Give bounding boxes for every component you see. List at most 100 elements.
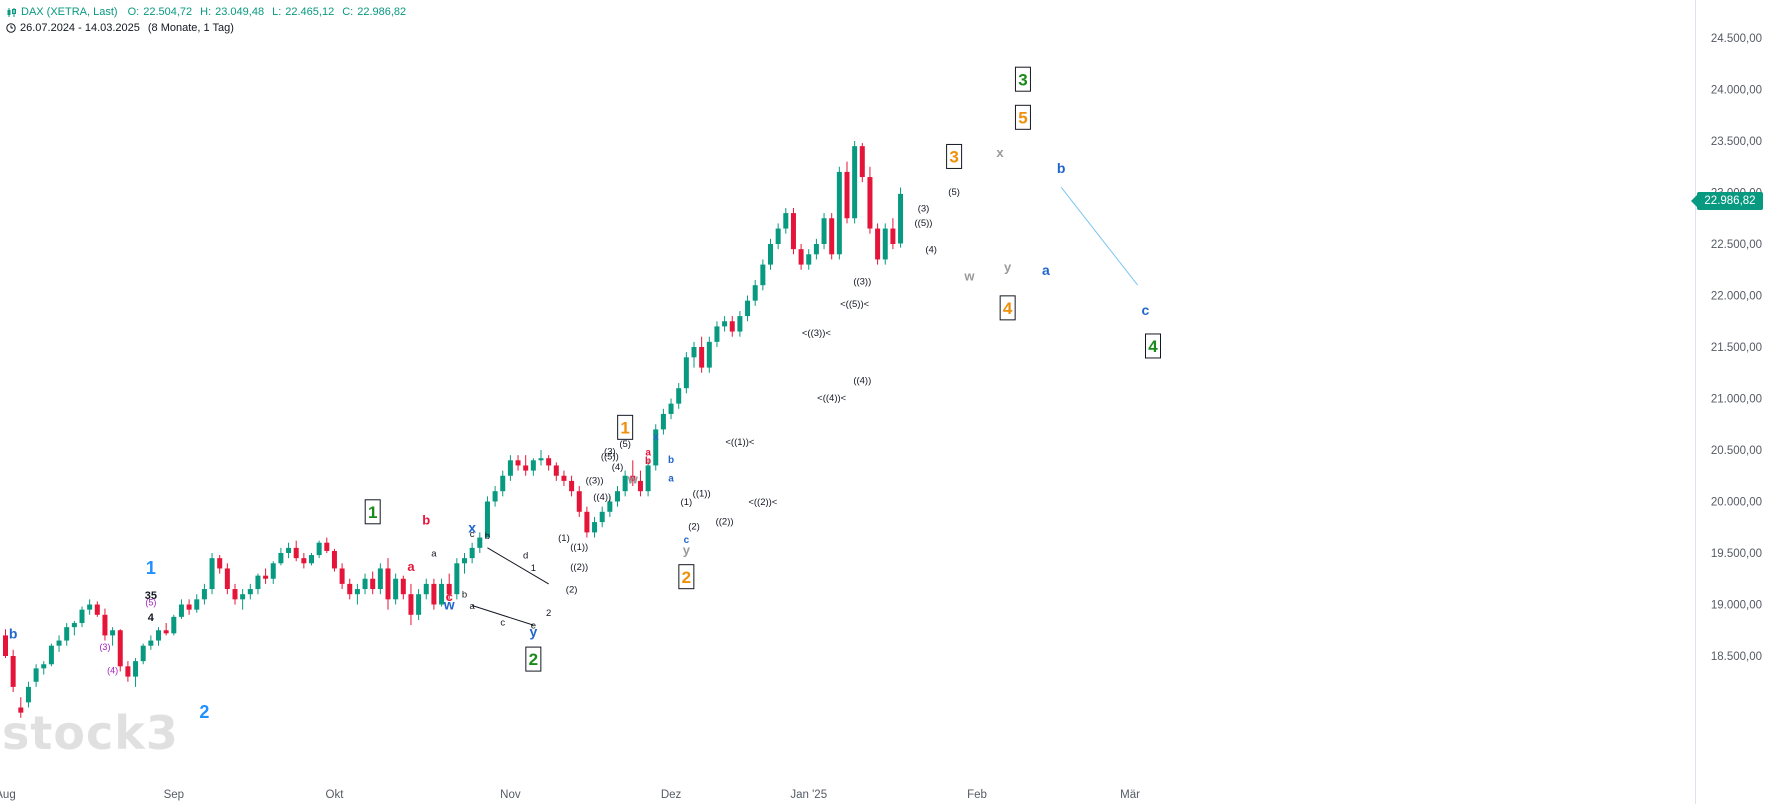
wave-label-box bbox=[1145, 333, 1161, 359]
candle-body bbox=[768, 244, 773, 265]
wave-label: b bbox=[668, 455, 674, 466]
wave-label: (2) bbox=[566, 584, 578, 595]
candle-body bbox=[630, 475, 636, 481]
wave-label-box bbox=[1014, 66, 1031, 92]
wave-label: (5) bbox=[619, 439, 631, 450]
candle-body bbox=[439, 583, 445, 605]
date-range: 26.07.2024 - 14.03.2025 bbox=[20, 22, 140, 34]
wave-label: ((2)) bbox=[570, 562, 588, 573]
wave-label: (2) bbox=[688, 522, 700, 533]
wave-label: ((4)) bbox=[853, 375, 871, 386]
candle-body bbox=[653, 429, 659, 466]
x-tick-label: Dez bbox=[661, 789, 682, 801]
candle-body bbox=[890, 228, 896, 244]
candle-body bbox=[683, 357, 689, 389]
wave-label: b bbox=[462, 590, 467, 601]
wave-label-box bbox=[1014, 104, 1031, 130]
candle-body bbox=[637, 480, 643, 492]
close-value: 22.986,82 bbox=[357, 6, 407, 18]
candle-body bbox=[454, 563, 460, 595]
wave-label-box bbox=[525, 646, 542, 672]
wave-label: y bbox=[683, 543, 691, 558]
high-value: 23.049,48 bbox=[215, 6, 265, 18]
candle-body bbox=[3, 635, 8, 656]
price-axis-border bbox=[1695, 0, 1696, 804]
wave-label: c bbox=[470, 529, 475, 540]
candle-body bbox=[592, 522, 598, 533]
wave-label-box bbox=[617, 414, 634, 440]
candle-body bbox=[125, 666, 131, 677]
wave-label: a bbox=[407, 559, 415, 574]
wave-label: 3 bbox=[949, 148, 958, 167]
candle-body bbox=[278, 553, 284, 564]
current-price-tag: 22.986,82 bbox=[1691, 192, 1763, 210]
low-label: L: bbox=[272, 6, 282, 18]
wave-label: c bbox=[684, 535, 690, 546]
candle-body bbox=[867, 177, 873, 229]
wave-label: 4 bbox=[1003, 299, 1013, 318]
x-tick-label: Aug bbox=[0, 789, 16, 801]
candle-body bbox=[729, 321, 735, 332]
candle-body bbox=[247, 589, 253, 595]
candle-body bbox=[469, 547, 475, 559]
candle-body bbox=[331, 550, 337, 569]
candle-body bbox=[477, 537, 483, 548]
wave-label: 4 bbox=[1148, 337, 1158, 356]
wave-label: c bbox=[500, 617, 505, 628]
candle-body bbox=[852, 146, 858, 219]
wave-label: a bbox=[431, 548, 437, 559]
wave-label: e bbox=[531, 621, 536, 632]
wave-label: 3 bbox=[1018, 70, 1027, 89]
candle-body bbox=[500, 475, 506, 492]
candle-body bbox=[232, 589, 238, 600]
candle-body bbox=[492, 491, 498, 502]
wave-label: 1 bbox=[368, 503, 377, 522]
candle-body bbox=[201, 589, 207, 600]
wave-label: (3) bbox=[99, 642, 110, 652]
candle-body bbox=[569, 480, 575, 492]
candle-body bbox=[859, 146, 865, 178]
candle-body bbox=[668, 403, 674, 414]
wave-label: y bbox=[1004, 259, 1012, 274]
candle-body bbox=[255, 575, 261, 590]
y-tick-label: 24.000,00 bbox=[1711, 85, 1762, 97]
wave-label: (5) bbox=[948, 187, 960, 198]
wave-label: ((3)) bbox=[586, 475, 604, 486]
wave-label: ((3)) bbox=[853, 277, 871, 288]
candle-body bbox=[270, 563, 276, 579]
candle-body bbox=[699, 347, 705, 368]
triangle-line bbox=[487, 547, 549, 585]
candle-body bbox=[706, 341, 712, 368]
wave-label: b bbox=[1057, 160, 1066, 176]
candle-body bbox=[178, 604, 184, 617]
wave-label: 1 bbox=[146, 558, 156, 578]
wave-label: b bbox=[9, 625, 18, 641]
candle-body bbox=[71, 623, 77, 628]
wave-label: a bbox=[1042, 262, 1050, 278]
candle-body bbox=[263, 575, 269, 579]
wave-label: c bbox=[446, 589, 453, 604]
y-tick-label: 24.500,00 bbox=[1711, 33, 1762, 45]
high-label: H: bbox=[200, 6, 212, 18]
candle-body bbox=[408, 594, 414, 615]
candle-body bbox=[615, 491, 620, 502]
candle-body bbox=[140, 645, 146, 662]
candle-body bbox=[171, 616, 177, 634]
symbol-name[interactable]: DAX (XETRA, Last) bbox=[21, 6, 118, 18]
wave-label: (4) bbox=[612, 462, 624, 473]
wave-label: 2 bbox=[682, 568, 691, 587]
candle-body bbox=[775, 228, 781, 244]
x-tick-label: Nov bbox=[500, 789, 521, 801]
candle-body bbox=[882, 228, 888, 260]
candle-body bbox=[431, 583, 437, 605]
y-tick-label: 20.000,00 bbox=[1711, 497, 1762, 509]
candle-body bbox=[507, 460, 513, 476]
triangle-line bbox=[471, 605, 534, 626]
candle-body bbox=[18, 707, 24, 713]
candle-body bbox=[676, 388, 682, 404]
candle-body bbox=[94, 604, 100, 615]
candle-body bbox=[33, 668, 39, 682]
wave-label: (1) bbox=[681, 497, 693, 508]
